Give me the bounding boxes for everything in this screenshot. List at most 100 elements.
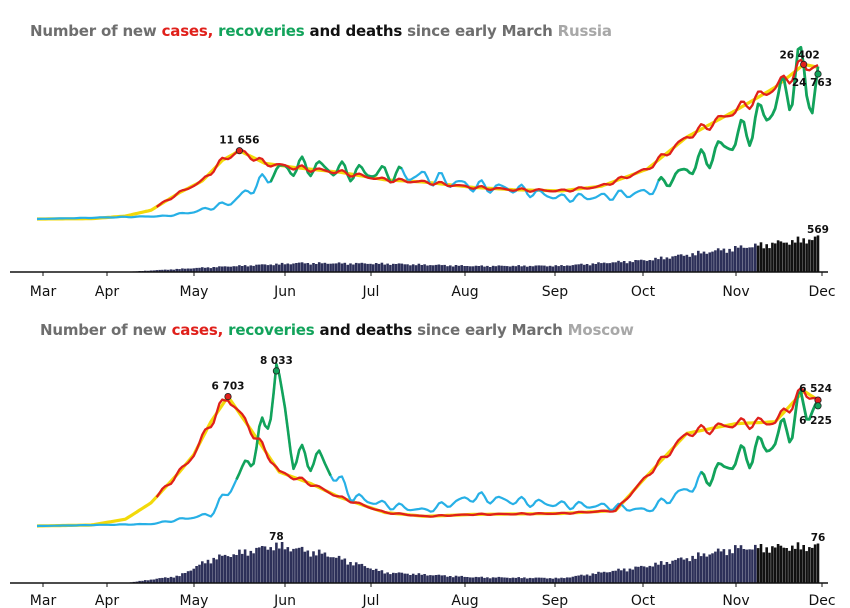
death-bar <box>275 542 278 583</box>
recoveries-line-blue <box>36 46 820 221</box>
death-bar <box>420 265 424 272</box>
death-bar <box>212 557 215 583</box>
death-bar <box>620 570 623 583</box>
death-bar <box>773 243 777 272</box>
death-bar <box>617 260 620 272</box>
death-bar <box>500 265 503 272</box>
death-bar <box>471 266 475 272</box>
x-tick-apr: Apr <box>95 284 119 300</box>
deaths-bars <box>124 542 820 584</box>
title-suffix: since early March <box>412 321 563 339</box>
death-bar <box>694 255 697 272</box>
death-bar <box>674 559 677 583</box>
death-bar <box>540 265 543 272</box>
death-bar <box>383 573 386 583</box>
death-bar <box>677 558 680 583</box>
death-bar <box>620 262 623 272</box>
death-bar <box>392 263 395 272</box>
death-bar <box>158 578 161 583</box>
death-bar <box>218 266 221 272</box>
death-bar <box>754 544 757 583</box>
death-bar <box>591 573 595 583</box>
death-bar <box>335 557 338 583</box>
death-bar <box>625 571 629 583</box>
death-bar <box>563 266 566 272</box>
death-bar <box>240 553 244 583</box>
death-bar <box>243 265 247 272</box>
death-bar <box>269 547 272 583</box>
x-tick-jul: Jul <box>362 593 380 608</box>
annotation-deaths: 76 <box>811 532 826 544</box>
death-bar <box>748 247 751 272</box>
death-bar <box>702 553 706 583</box>
death-bar <box>457 265 461 272</box>
death-bar <box>793 548 797 583</box>
x-tick-sep: Sep <box>542 593 569 608</box>
death-bar <box>354 262 358 272</box>
death-bar <box>169 576 173 583</box>
death-bar <box>423 574 426 583</box>
annotation-marker <box>814 70 822 78</box>
death-bar <box>249 550 253 583</box>
x-tick-jul: Jul <box>362 284 380 300</box>
death-bar <box>411 264 415 272</box>
death-bar <box>215 559 218 583</box>
death-bar <box>796 542 800 583</box>
death-bar <box>662 564 666 583</box>
death-bar <box>677 254 680 272</box>
death-bar <box>252 265 255 272</box>
annotation-recoveries: 24 763 <box>792 77 832 89</box>
death-bar <box>480 576 483 583</box>
death-bar <box>659 256 663 272</box>
death-bar <box>431 575 435 583</box>
death-bar <box>451 266 455 272</box>
death-bar <box>611 570 615 583</box>
death-bar <box>719 250 723 272</box>
cases-line <box>156 58 819 208</box>
death-bar <box>195 267 198 272</box>
death-bar <box>768 552 771 583</box>
death-bar <box>409 265 412 272</box>
death-bar <box>759 242 763 272</box>
death-bar <box>366 263 369 272</box>
death-bar <box>349 263 352 272</box>
death-bar <box>317 262 321 272</box>
death-bar <box>534 265 538 272</box>
annotation-marker <box>224 392 232 401</box>
death-bar <box>508 266 512 272</box>
death-bar <box>357 263 361 272</box>
death-bar <box>431 265 435 272</box>
death-bar <box>198 564 201 583</box>
death-bar <box>802 545 805 583</box>
death-bar <box>685 558 689 583</box>
death-bar <box>808 239 811 272</box>
death-bar <box>528 265 532 272</box>
death-bar <box>491 265 495 272</box>
death-bar <box>337 555 341 583</box>
death-bar <box>260 546 264 583</box>
death-bar <box>565 265 569 272</box>
death-bar <box>477 577 481 583</box>
death-bar <box>172 269 176 272</box>
death-bar <box>186 571 190 583</box>
death-bar <box>201 267 204 272</box>
title-deaths: and deaths <box>304 22 403 40</box>
death-bar <box>520 578 523 583</box>
cases-smooth-line <box>36 389 819 528</box>
annotation-marker <box>814 402 822 410</box>
death-bar <box>796 236 800 272</box>
death-bar <box>625 263 629 272</box>
death-bar <box>411 573 415 583</box>
death-bar <box>674 255 677 272</box>
death-bar <box>779 241 783 272</box>
death-bar <box>275 263 278 272</box>
death-bar <box>397 572 401 583</box>
death-bar <box>537 577 540 583</box>
death-bar <box>460 265 463 272</box>
death-bar <box>406 573 409 583</box>
death-bar <box>577 575 580 583</box>
death-bar <box>679 254 683 272</box>
death-bar <box>340 263 344 272</box>
death-bar <box>186 268 190 272</box>
